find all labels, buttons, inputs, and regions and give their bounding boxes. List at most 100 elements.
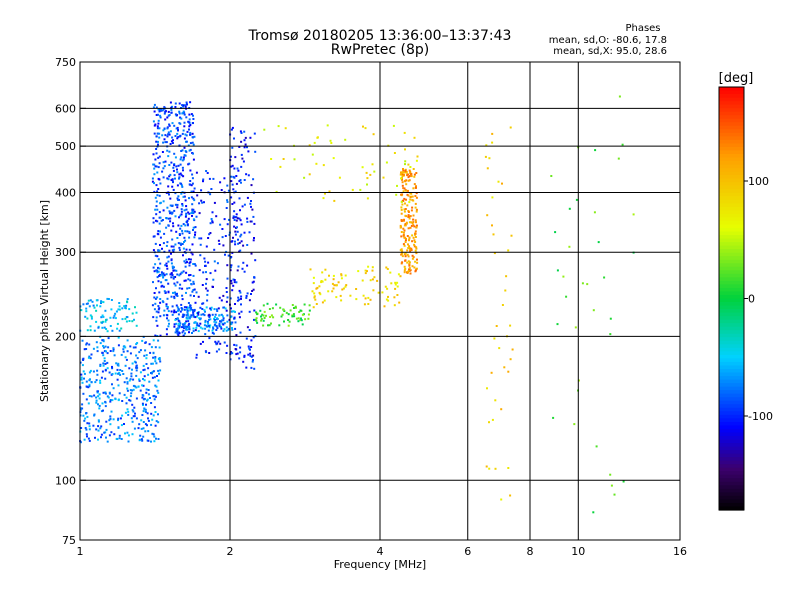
data-point: [99, 379, 102, 382]
data-point: [156, 324, 159, 327]
data-point: [108, 434, 111, 437]
data-point: [192, 226, 195, 229]
data-point: [252, 178, 255, 181]
data-point: [188, 274, 190, 277]
data-point: [185, 221, 188, 224]
data-point: [248, 329, 251, 331]
data-point: [220, 313, 223, 316]
data-point: [407, 216, 410, 218]
data-point: [332, 274, 335, 277]
data-point: [167, 133, 170, 136]
data-point: [238, 298, 241, 301]
data-point: [195, 171, 198, 174]
data-point: [200, 313, 203, 316]
colorbar-segment: [719, 175, 744, 180]
data-point: [157, 108, 160, 111]
data-point: [145, 363, 148, 365]
data-point: [237, 265, 240, 268]
data-point: [233, 137, 235, 140]
data-point: [192, 118, 195, 120]
data-point: [385, 266, 388, 269]
data-point: [211, 329, 214, 332]
data-point: [123, 393, 126, 396]
data-point: [284, 127, 287, 130]
data-point: [114, 317, 117, 320]
data-point: [233, 219, 236, 221]
data-point: [153, 296, 156, 299]
data-point: [106, 440, 109, 443]
data-point: [157, 369, 160, 372]
data-point: [97, 326, 100, 329]
data-point: [219, 223, 222, 226]
data-point: [154, 196, 157, 199]
data-point: [134, 346, 137, 349]
data-point: [141, 339, 144, 342]
data-point: [176, 184, 179, 187]
data-point: [147, 389, 150, 391]
data-point: [402, 231, 405, 234]
data-point: [234, 348, 237, 350]
data-point: [199, 326, 202, 329]
data-point: [205, 351, 208, 354]
data-point: [142, 394, 145, 397]
data-point: [170, 262, 173, 265]
data-point: [126, 389, 129, 392]
data-point: [288, 320, 291, 323]
data-point: [206, 293, 209, 296]
data-point: [298, 311, 301, 313]
data-point: [162, 301, 165, 304]
x-tick-label: 10: [571, 545, 585, 558]
data-point: [186, 230, 189, 233]
data-point: [240, 297, 242, 300]
data-point: [212, 278, 215, 281]
colorbar-segment: [719, 450, 744, 455]
data-point: [586, 283, 589, 286]
data-point: [114, 372, 117, 375]
data-point: [252, 280, 255, 283]
data-point: [184, 322, 187, 325]
data-point: [217, 307, 220, 310]
data-point: [240, 240, 243, 243]
data-point: [98, 407, 101, 410]
data-point: [254, 318, 257, 321]
data-point: [231, 183, 234, 186]
data-point: [153, 173, 156, 176]
colorbar-segment: [719, 132, 744, 137]
data-point: [176, 206, 179, 209]
data-point: [394, 283, 397, 286]
data-point: [193, 308, 196, 311]
data-point: [201, 308, 204, 310]
data-point: [142, 398, 145, 401]
data-point: [87, 437, 90, 440]
colorbar-segment: [719, 273, 744, 278]
data-point: [226, 201, 229, 203]
data-point: [369, 279, 372, 282]
data-point: [400, 248, 403, 251]
data-point: [205, 170, 208, 172]
data-point: [91, 300, 94, 303]
data-point: [158, 110, 161, 113]
data-point: [406, 174, 409, 177]
data-point: [203, 324, 206, 327]
data-point: [234, 233, 237, 236]
data-point: [171, 267, 174, 270]
data-point: [192, 209, 195, 212]
data-point: [415, 208, 418, 211]
data-point: [157, 156, 160, 159]
data-point: [132, 410, 135, 413]
data-point: [211, 220, 214, 223]
data-point: [165, 303, 168, 306]
data-point: [135, 343, 138, 346]
data-point: [128, 320, 131, 322]
data-point: [111, 367, 114, 370]
data-point: [232, 188, 235, 191]
data-point: [154, 411, 157, 413]
data-point: [180, 243, 182, 246]
data-point: [124, 317, 127, 320]
data-point: [159, 236, 162, 239]
data-point: [323, 299, 326, 302]
data-point: [404, 239, 407, 242]
data-point: [211, 211, 214, 214]
data-point: [156, 271, 159, 274]
data-point: [405, 171, 408, 174]
